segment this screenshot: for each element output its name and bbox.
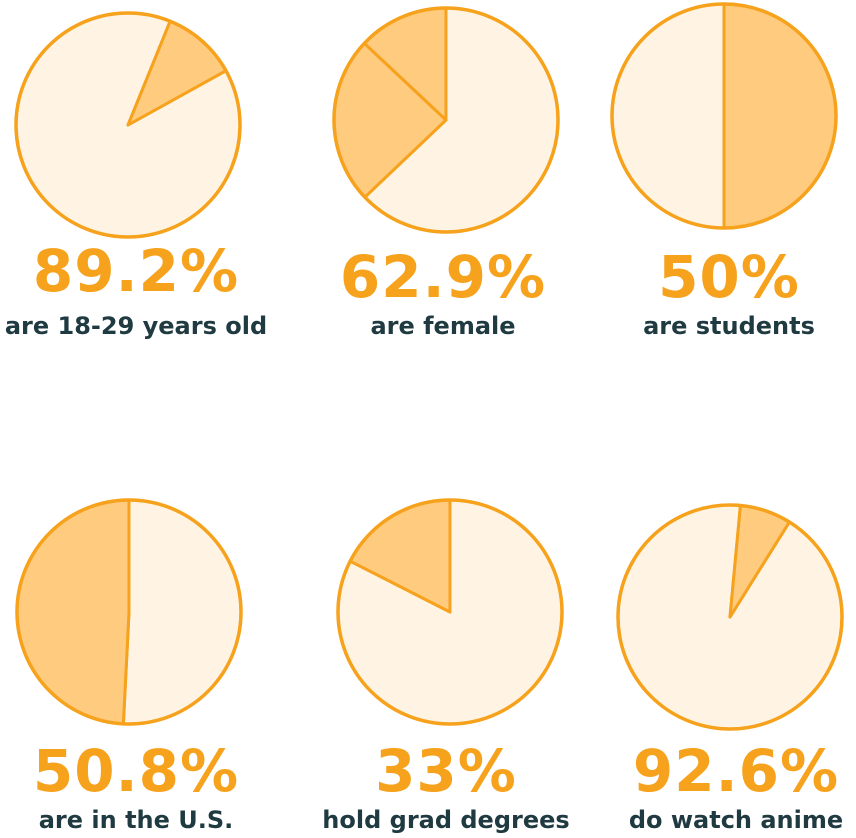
pie-outline (14, 11, 242, 239)
stat-block: 62.9% are female (298, 0, 588, 345)
pie-chart (336, 498, 564, 726)
pie-chart (15, 498, 243, 726)
caption: are in the U.S. (38, 806, 234, 834)
pie-outline (610, 2, 838, 230)
percent-value: 92.6% (632, 737, 840, 805)
pie-slice-light (610, 2, 726, 230)
pie-slice-light (121, 498, 243, 726)
stat-block: 92.6% do watch anime (591, 496, 856, 838)
pie-slice-dark (15, 498, 131, 726)
percent-value: 50.8% (32, 737, 240, 805)
percent-value: 50% (658, 243, 800, 311)
caption: are students (643, 312, 815, 340)
pie-chart (610, 2, 838, 230)
pie-outline (332, 6, 560, 234)
percent-value: 89.2% (32, 237, 240, 305)
pie-outline (616, 503, 844, 731)
pie-outline (336, 498, 564, 726)
pie-chart (332, 6, 560, 234)
stat-block: 89.2% are 18-29 years old (0, 0, 281, 345)
pie-outline (15, 498, 243, 726)
caption: are 18-29 years old (4, 312, 268, 340)
caption: are female (370, 312, 516, 340)
percent-value: 62.9% (339, 243, 547, 311)
stat-block: 50% are students (584, 0, 856, 345)
pie-slice-dark (722, 2, 838, 230)
pie-chart (14, 11, 242, 239)
caption: do watch anime (628, 806, 844, 834)
stat-block: 50.8% are in the U.S. (0, 496, 281, 838)
percent-value: 33% (375, 737, 517, 805)
stat-block: 33% hold grad degrees (301, 496, 591, 838)
pie-chart (616, 503, 844, 731)
caption: hold grad degrees (322, 806, 570, 834)
